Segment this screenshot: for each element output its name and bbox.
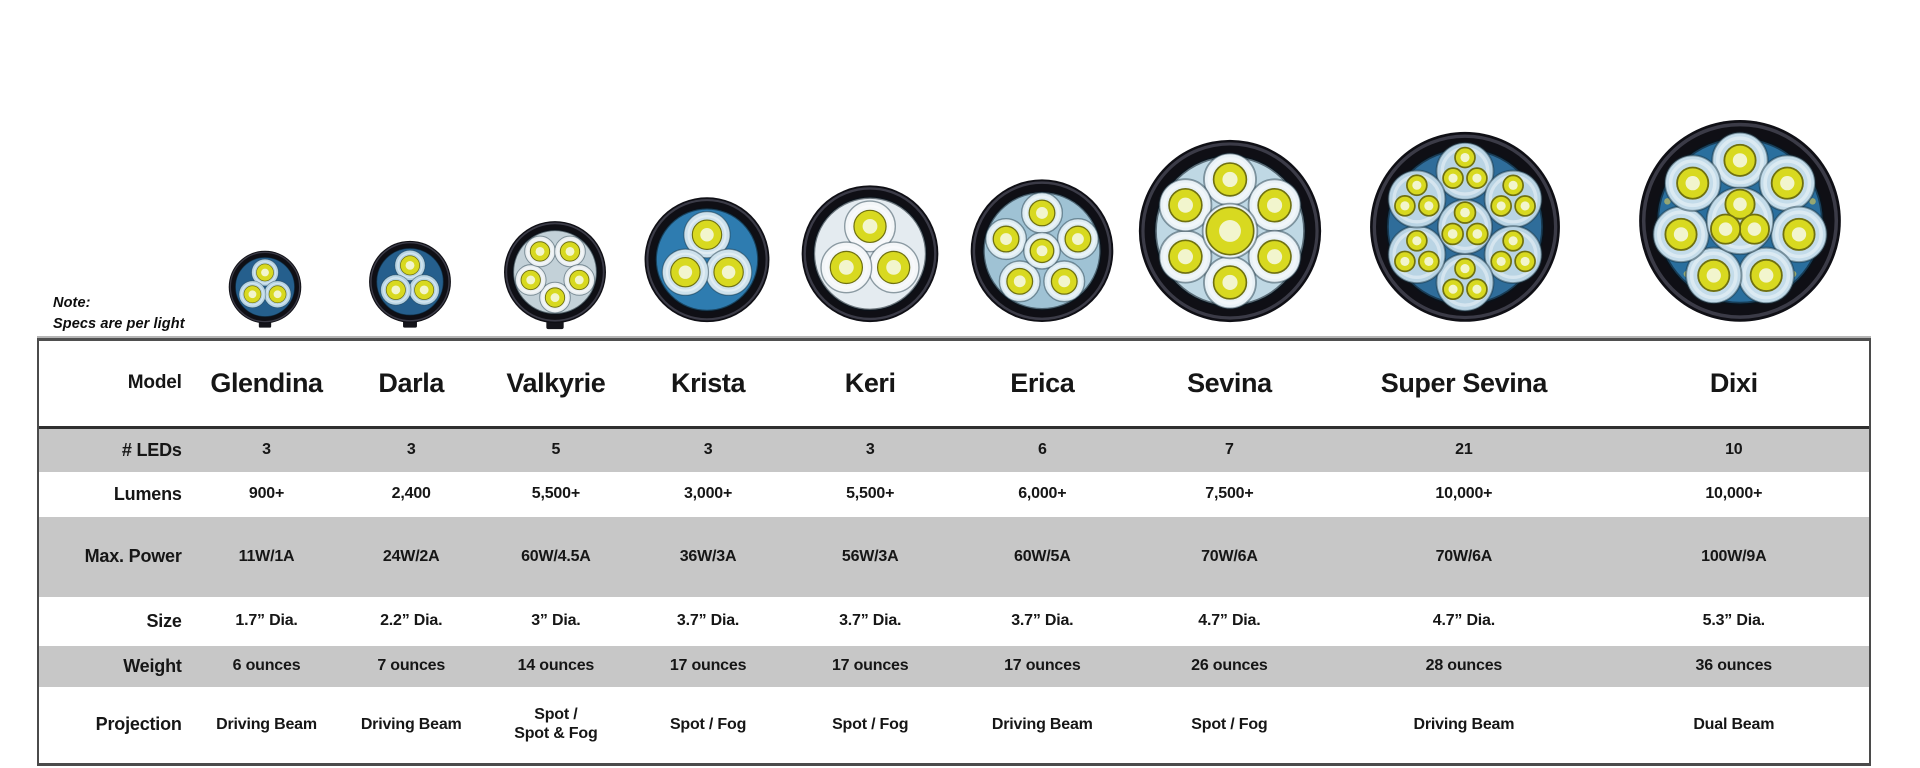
cell-keri-max-power: 56W/3A <box>841 547 899 565</box>
cell-darla-max-power: 24W/2A <box>382 547 440 565</box>
cell-erica-size: 3.7” Dia. <box>1011 612 1074 630</box>
cell-valkyrie-projection: Spot / Spot & Fog <box>514 706 598 742</box>
cell-dixi-weight: 36 ounces <box>1695 657 1773 675</box>
cell-dixi-projection: Dual Beam <box>1693 715 1775 733</box>
cell-super-sevina-lumens: 10,000+ <box>1435 485 1493 503</box>
cell-super-sevina-max-power: 70W/6A <box>1435 547 1493 565</box>
model-name-glendina: Glendina <box>210 367 323 398</box>
spec-row-max-power: Max. Power 11W/1A 24W/2A 60W/4.5A 36W/3A 56W/… <box>39 517 1869 597</box>
spec-row--leds: # LEDs 3 3 5 3 3 6 7 21 10 <box>39 429 1869 472</box>
spec-table: Model Glendina Darla Valkyrie Krista Keri Eric… <box>37 338 1871 766</box>
row-label-size: Size <box>146 610 182 631</box>
glendina-light-image <box>228 250 302 328</box>
model-header-row: Model Glendina Darla Valkyrie Krista Keri Eric… <box>39 341 1869 429</box>
cell-dixi--leds: 10 <box>1725 441 1743 459</box>
cell-darla--leds: 3 <box>406 441 416 459</box>
cell-erica--leds: 6 <box>1037 441 1047 459</box>
cell-dixi-size: 5.3” Dia. <box>1702 612 1765 630</box>
row-label--leds: # LEDs <box>121 439 182 460</box>
cell-keri-projection: Spot / Fog <box>832 715 909 733</box>
cell-glendina-projection: Driving Beam <box>216 715 317 733</box>
cell-sevina-max-power: 70W/6A <box>1201 547 1258 565</box>
cell-super-sevina-size: 4.7” Dia. <box>1432 612 1495 630</box>
product-lights-strip <box>0 0 1920 345</box>
cell-erica-max-power: 60W/5A <box>1014 547 1071 565</box>
cell-glendina-weight: 6 ounces <box>232 657 301 675</box>
cell-krista-projection: Spot / Fog <box>669 715 747 733</box>
krista-light-image <box>644 197 770 323</box>
cell-dixi-lumens: 10,000+ <box>1705 485 1763 503</box>
cell-valkyrie-lumens: 5,500+ <box>531 485 580 503</box>
cell-valkyrie-max-power: 60W/4.5A <box>521 547 591 565</box>
model-name-sevina: Sevina <box>1187 367 1272 398</box>
cell-darla-lumens: 2,400 <box>391 485 431 503</box>
note-line2: Specs are per light <box>53 316 185 333</box>
cell-valkyrie--leds: 5 <box>551 441 561 459</box>
darla-light-image <box>369 240 451 328</box>
cell-sevina-projection: Spot / Fog <box>1191 715 1268 733</box>
spec-row-projection: Projection Driving Beam Driving Beam Spot /… <box>39 687 1869 763</box>
sevina-light-image <box>1138 139 1322 323</box>
model-name-keri: Keri <box>844 367 896 398</box>
spec-row-lumens: Lumens 900+ 2,400 5,500+ 3,000+ 5,500+ 6,000+ 7… <box>39 472 1869 517</box>
super-sevina-light-image <box>1370 131 1560 322</box>
cell-sevina-size: 4.7” Dia. <box>1198 612 1261 630</box>
cell-krista-lumens: 3,000+ <box>683 485 733 503</box>
cell-super-sevina-weight: 28 ounces <box>1425 657 1503 675</box>
cell-darla-projection: Driving Beam <box>360 715 462 733</box>
model-name-darla: Darla <box>378 367 444 398</box>
valkyrie-light-image <box>504 221 606 330</box>
cell-keri-weight: 17 ounces <box>831 657 909 675</box>
cell-keri-lumens: 5,500+ <box>846 485 895 503</box>
note-text: Note: Specs are per light <box>53 293 185 335</box>
cell-keri-size: 3.7” Dia. <box>839 612 902 630</box>
cell-sevina-weight: 26 ounces <box>1191 657 1268 675</box>
spec-row-size: Size 1.7” Dia. 2.2” Dia. 3” Dia. 3.7” Dia. 3.… <box>39 597 1869 646</box>
row-label-lumens: Lumens <box>113 483 182 504</box>
cell-erica-lumens: 6,000+ <box>1018 485 1067 503</box>
cell-glendina-max-power: 11W/1A <box>238 547 295 565</box>
keri-light-image <box>801 185 939 323</box>
dixi-light-image <box>1639 120 1841 322</box>
cell-keri--leds: 3 <box>865 441 875 459</box>
row-label-weight: Weight <box>123 655 182 676</box>
cell-erica-projection: Driving Beam <box>991 715 1093 733</box>
row-label-max-power: Max. Power <box>84 546 182 567</box>
cell-krista-weight: 17 ounces <box>669 657 747 675</box>
model-name-erica: Erica <box>1010 367 1075 398</box>
cell-sevina--leds: 7 <box>1225 441 1234 459</box>
note-line1: Note: <box>53 295 91 311</box>
cell-darla-size: 2.2” Dia. <box>380 612 443 630</box>
model-row-label: Model <box>127 372 182 394</box>
cell-erica-weight: 17 ounces <box>1004 657 1081 675</box>
cell-super-sevina-projection: Driving Beam <box>1413 715 1515 733</box>
spec-row-weight: Weight 6 ounces 7 ounces 14 ounces 17 ounces… <box>39 646 1869 687</box>
cell-krista-max-power: 36W/3A <box>679 547 737 565</box>
cell-darla-weight: 7 ounces <box>377 657 446 675</box>
cell-krista--leds: 3 <box>703 441 713 459</box>
cell-glendina-size: 1.7” Dia. <box>235 612 298 630</box>
cell-valkyrie-weight: 14 ounces <box>517 657 595 675</box>
cell-krista-size: 3.7” Dia. <box>676 612 740 630</box>
erica-light-image <box>970 179 1114 323</box>
cell-valkyrie-size: 3” Dia. <box>531 612 581 630</box>
model-name-super-sevina: Super Sevina <box>1380 367 1548 398</box>
cell-dixi-max-power: 100W/9A <box>1701 547 1767 565</box>
model-name-krista: Krista <box>670 367 746 398</box>
row-label-projection: Projection <box>95 714 182 735</box>
cell-glendina--leds: 3 <box>262 441 271 459</box>
cell-glendina-lumens: 900+ <box>248 485 285 503</box>
cell-super-sevina--leds: 21 <box>1455 441 1473 459</box>
model-name-dixi: Dixi <box>1709 367 1758 398</box>
cell-sevina-lumens: 7,500+ <box>1205 485 1254 503</box>
model-name-valkyrie: Valkyrie <box>506 367 606 398</box>
